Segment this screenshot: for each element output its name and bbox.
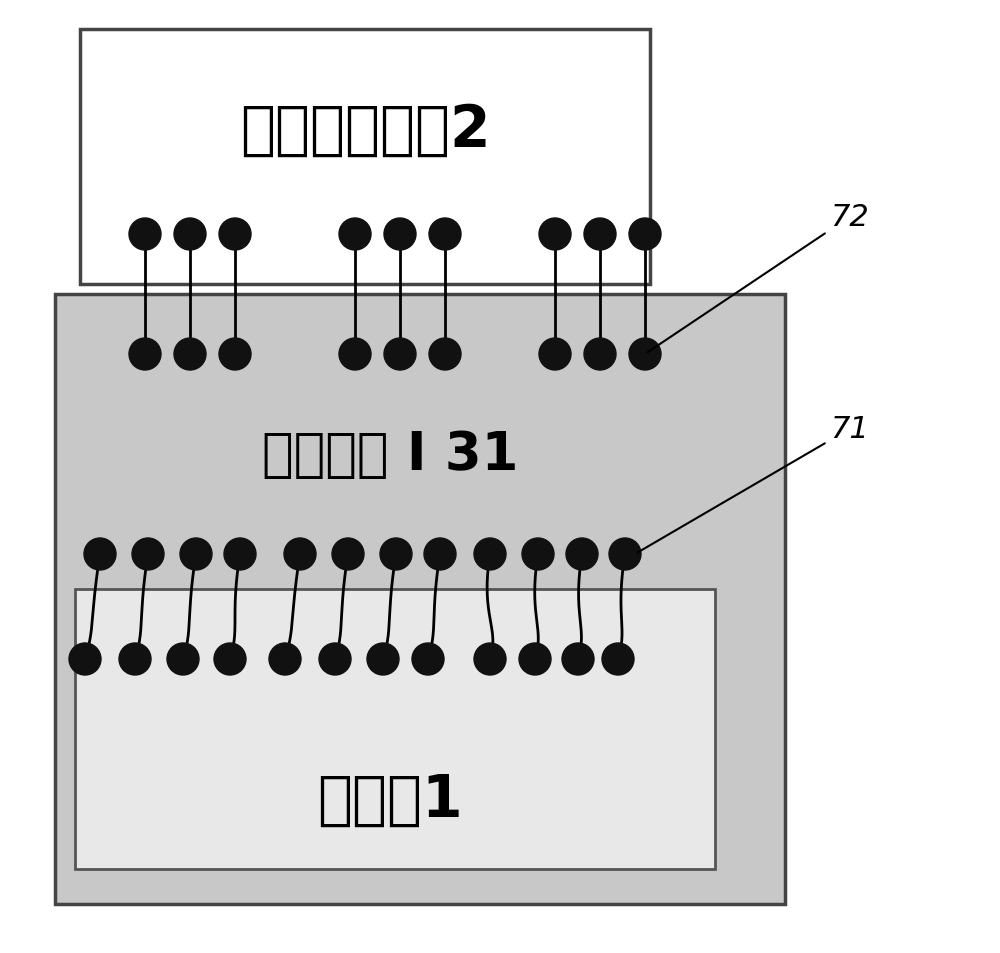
Circle shape bbox=[384, 338, 416, 371]
Circle shape bbox=[609, 538, 641, 571]
Text: 光源驱动芯牲2: 光源驱动芯牲2 bbox=[240, 101, 490, 158]
Circle shape bbox=[367, 643, 399, 676]
Circle shape bbox=[584, 219, 616, 251]
Circle shape bbox=[339, 338, 371, 371]
Circle shape bbox=[284, 538, 316, 571]
Circle shape bbox=[519, 643, 551, 676]
Circle shape bbox=[380, 538, 412, 571]
Circle shape bbox=[424, 538, 456, 571]
Circle shape bbox=[119, 643, 151, 676]
Circle shape bbox=[562, 643, 594, 676]
Circle shape bbox=[167, 643, 199, 676]
Circle shape bbox=[474, 643, 506, 676]
Circle shape bbox=[129, 219, 161, 251]
Circle shape bbox=[319, 643, 351, 676]
Text: 71: 71 bbox=[637, 416, 869, 553]
Circle shape bbox=[429, 219, 461, 251]
Circle shape bbox=[584, 338, 616, 371]
Circle shape bbox=[269, 643, 301, 676]
Circle shape bbox=[214, 643, 246, 676]
Text: 激光器1: 激光器1 bbox=[317, 771, 463, 827]
Circle shape bbox=[602, 643, 634, 676]
Bar bbox=[55, 294, 785, 904]
Circle shape bbox=[180, 538, 212, 571]
Circle shape bbox=[224, 538, 256, 571]
Circle shape bbox=[132, 538, 164, 571]
Circle shape bbox=[339, 219, 371, 251]
Circle shape bbox=[129, 338, 161, 371]
Circle shape bbox=[219, 219, 251, 251]
Circle shape bbox=[84, 538, 116, 571]
Circle shape bbox=[384, 219, 416, 251]
Circle shape bbox=[412, 643, 444, 676]
Text: 72: 72 bbox=[647, 203, 869, 353]
Text: 高频热沉 I 31: 高频热沉 I 31 bbox=[262, 429, 518, 480]
Circle shape bbox=[539, 338, 571, 371]
Circle shape bbox=[429, 338, 461, 371]
Circle shape bbox=[566, 538, 598, 571]
Circle shape bbox=[629, 338, 661, 371]
Circle shape bbox=[474, 538, 506, 571]
Circle shape bbox=[219, 338, 251, 371]
Circle shape bbox=[174, 338, 206, 371]
Circle shape bbox=[539, 219, 571, 251]
Circle shape bbox=[69, 643, 101, 676]
Circle shape bbox=[332, 538, 364, 571]
Circle shape bbox=[522, 538, 554, 571]
Bar bbox=[75, 589, 715, 869]
Bar bbox=[80, 30, 650, 285]
Circle shape bbox=[629, 219, 661, 251]
Circle shape bbox=[174, 219, 206, 251]
